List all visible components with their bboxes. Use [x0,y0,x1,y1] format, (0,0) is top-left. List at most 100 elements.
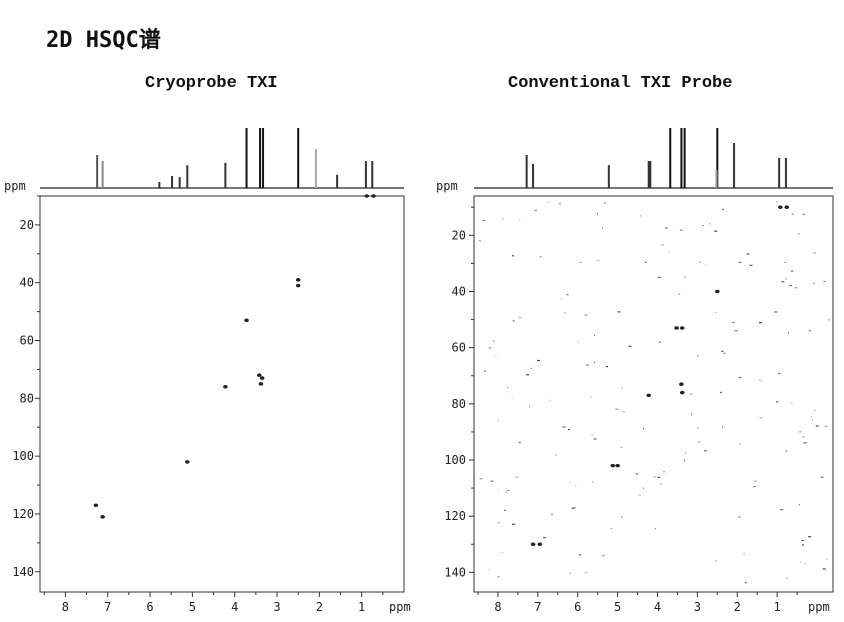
cross-peak [715,289,720,294]
plot-frame [39,195,405,593]
noise-dot [798,504,800,506]
noise-dot [635,473,638,475]
noise-dot [603,202,606,204]
noise-dot [661,244,664,246]
cross-peak [784,205,790,210]
y-tick-label: 80 [452,397,466,411]
noise-dot [776,401,779,403]
noise-dot [827,319,830,321]
cross-peak [184,460,190,464]
cross-peak [295,278,301,282]
chart-1: ppm 20 40 60 80 100 120 140 8 7 6 5 4 3 2 1 ppm [436,128,834,614]
y-tick-label: 20 [452,228,466,242]
cross-peak [258,382,264,386]
noise-dot [800,561,802,563]
noise-dot [498,419,500,422]
noise-dot [515,476,519,478]
noise-dot [803,442,807,444]
noise-dot [802,213,805,215]
cross-peak [646,393,652,398]
noise-dot [778,372,781,375]
noise-dot [678,293,681,295]
noise-dot [685,452,687,454]
noise-dot [719,391,722,393]
noise-dot [776,201,778,203]
x-tick-label: 1 [774,600,781,614]
noise-dot [679,229,683,231]
noise-dot [734,330,738,332]
noise-dot [690,413,692,415]
noise-dot [824,425,828,427]
noise-dot [703,450,707,452]
x-axis-unit-label: ppm [389,600,411,614]
noise-dot [657,476,661,479]
noise-dot [488,347,492,349]
noise-dot [512,320,515,322]
x-tick-label: 1 [358,600,365,614]
x-tick-label: 3 [694,600,701,614]
noise-dot [722,352,726,354]
noise-dot [684,276,686,278]
noise-dot [744,581,747,584]
y-tick-label: 120 [12,507,34,521]
noise-dot [752,485,756,488]
noise-dot [577,341,579,343]
cross-peak [679,326,685,330]
x-tick-label: 6 [146,600,153,614]
noise-dot [560,298,562,300]
y-tick-label: 100 [444,453,466,467]
noise-dot [584,314,588,316]
cross-peak [371,194,376,198]
noise-dot [785,450,788,452]
noise-dot [620,446,624,448]
x-tick-label: 3 [273,600,280,614]
noise-dot [774,311,778,313]
noise-dot [732,321,735,324]
x-tick-label: 8 [62,600,69,614]
noise-dot [534,209,538,212]
noise-dot [642,428,644,430]
noise-dot [511,523,515,525]
noise-dot [497,522,500,524]
noise-dot [558,203,561,205]
noise-dot [518,441,521,444]
noise-dot [537,359,541,362]
noise-dot [810,416,812,418]
noise-dot [791,213,794,215]
cross-peak [244,318,249,323]
noise-dot [802,436,805,438]
noise-dot [684,459,686,462]
noise-dot [549,399,551,401]
cross-peak [364,194,370,198]
noise-dot [495,356,497,358]
noise-dot [790,402,793,404]
noise-dot [808,536,812,538]
x-tick-label: 2 [316,600,323,614]
noise-dot [697,427,699,429]
noise-dot [823,280,826,283]
noise-dot [592,481,594,483]
noise-dot [820,476,824,478]
noise-dot [492,340,495,342]
noise-dot [722,208,725,211]
noise-dot [484,370,487,372]
noise-dot [804,563,806,565]
noise-dot [813,252,816,254]
noise-dot [569,482,571,484]
noise-dot [519,219,521,221]
noise-dot [526,374,530,376]
x-tick-label: 5 [614,600,621,614]
noise-dot [584,572,588,574]
noise-dot [813,409,816,412]
noise-dot [593,334,595,337]
noise-dot [743,553,745,555]
noise-dot [585,364,589,366]
noise-dot [808,330,811,332]
noise-dot [746,253,750,255]
noise-dot [738,516,741,518]
noise-dot [749,264,753,266]
noise-dot [659,483,663,485]
noise-dot [602,555,605,557]
noise-dot [597,213,599,215]
noise-dot [482,219,486,222]
